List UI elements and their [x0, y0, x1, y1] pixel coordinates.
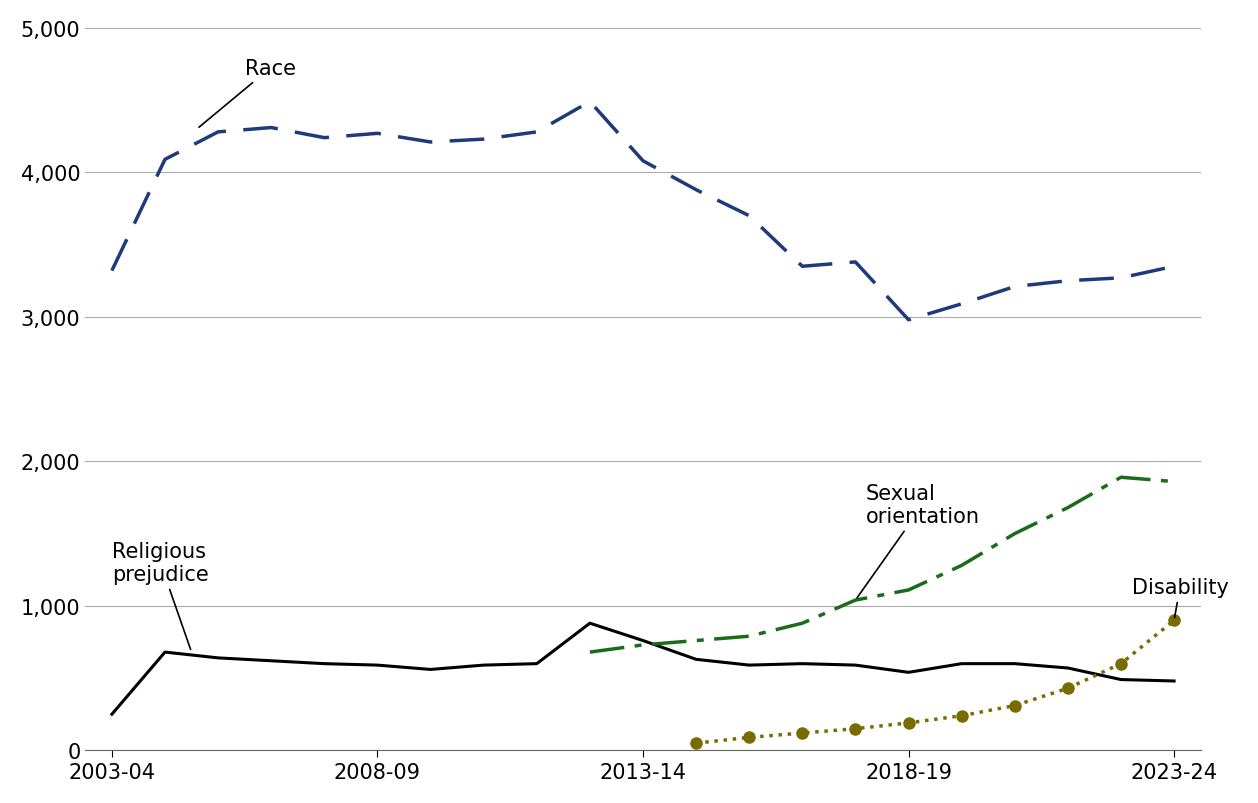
Text: Disability: Disability	[1132, 577, 1229, 618]
Text: Race: Race	[199, 59, 296, 128]
Text: Sexual
orientation: Sexual orientation	[857, 483, 980, 598]
Text: Religious
prejudice: Religious prejudice	[112, 541, 209, 650]
